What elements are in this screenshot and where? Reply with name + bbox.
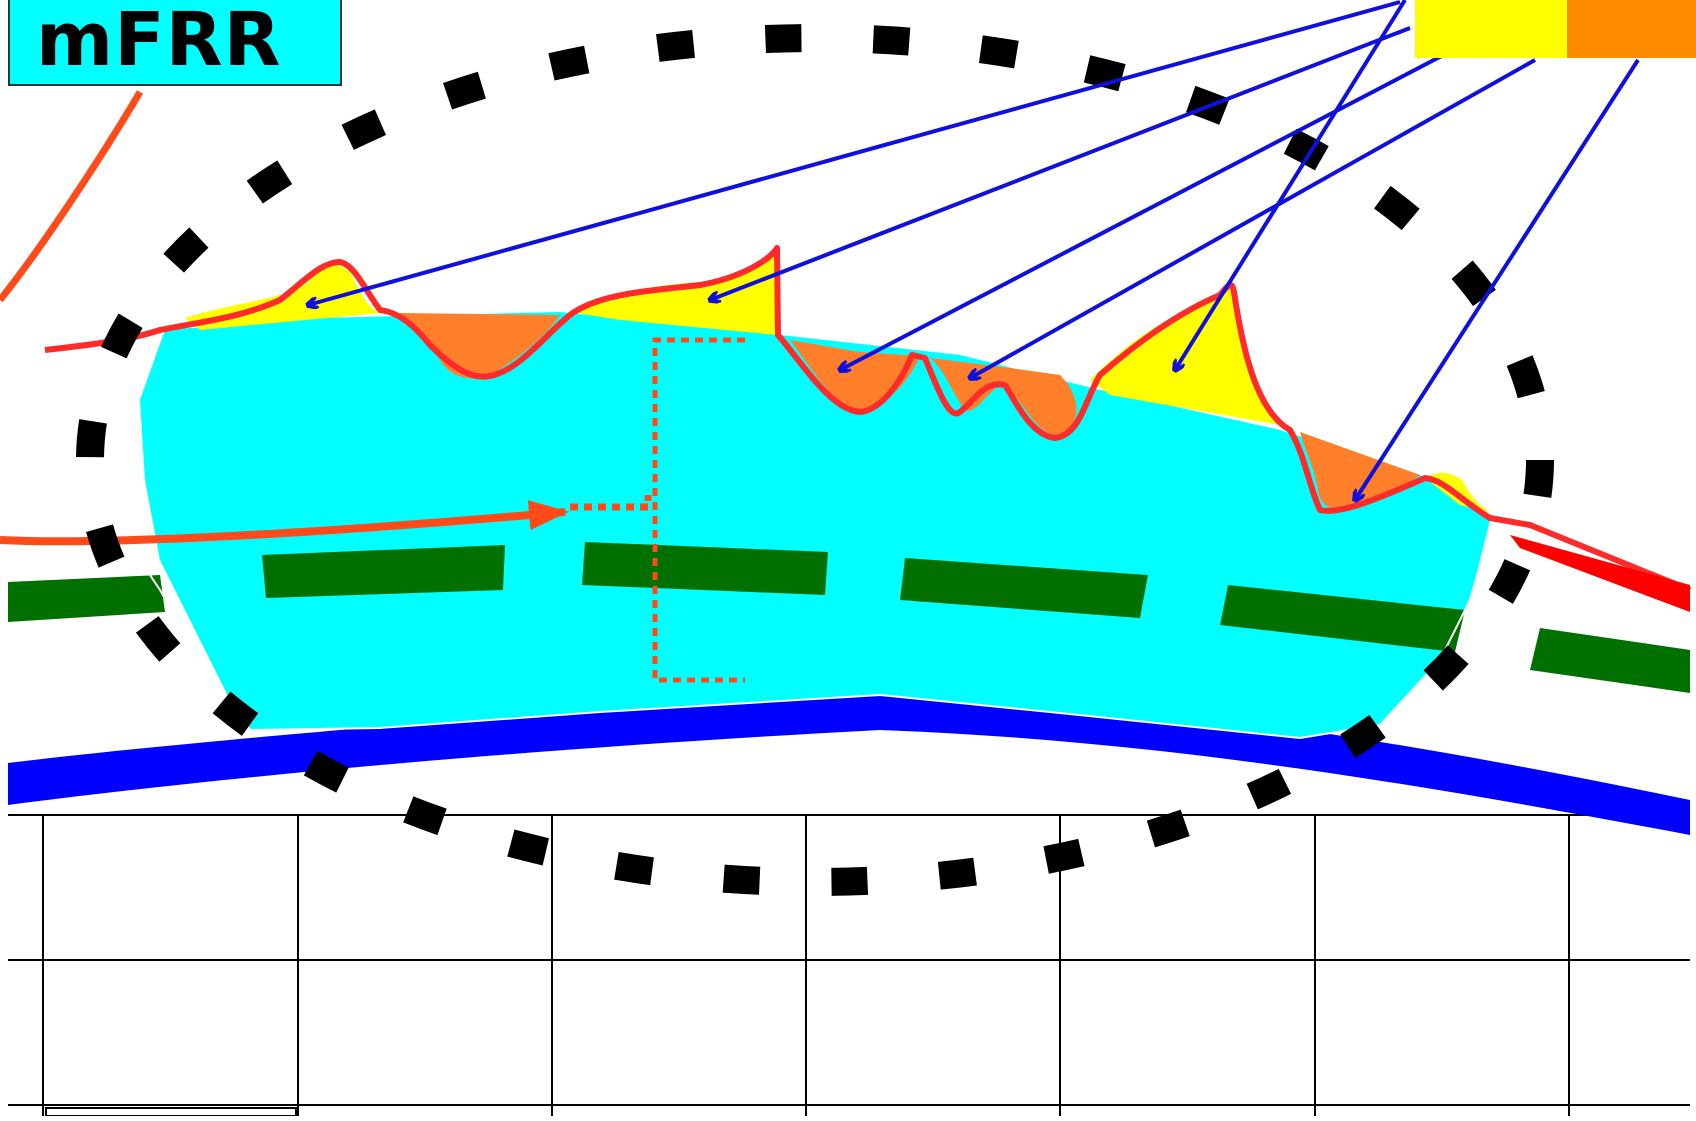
- arrow-to-peak-2: [710, 26, 1411, 300]
- arrow-to-dip-2: [970, 58, 1536, 378]
- mfrr-region: [140, 312, 1490, 738]
- title-label: mFRR: [36, 0, 282, 83]
- dotted-connector: [570, 495, 652, 511]
- grid-table: [8, 814, 1690, 1117]
- dotted-ellipse: [76, 24, 1554, 896]
- negative-deviation-swatch: [1567, 0, 1696, 58]
- incoming-signal-arrow: [0, 500, 569, 546]
- arrow-to-dip-1: [840, 0, 1546, 370]
- legend-arrows: [308, 0, 1640, 500]
- title-box: mFRR: [8, 0, 342, 86]
- arrow-to-peak-1: [308, 0, 1401, 305]
- signal-tail-right: [1510, 535, 1690, 612]
- arrow-to-dip-3: [1355, 58, 1640, 500]
- positive-deviation-swatch: [1415, 0, 1567, 58]
- dotted-step-signal: [652, 337, 745, 683]
- green-dashed-line: [8, 542, 1690, 693]
- signal-curve: [44, 245, 1692, 593]
- arrow-to-peak-3: [1175, 0, 1407, 370]
- mfrr-pointer-line: [0, 90, 144, 303]
